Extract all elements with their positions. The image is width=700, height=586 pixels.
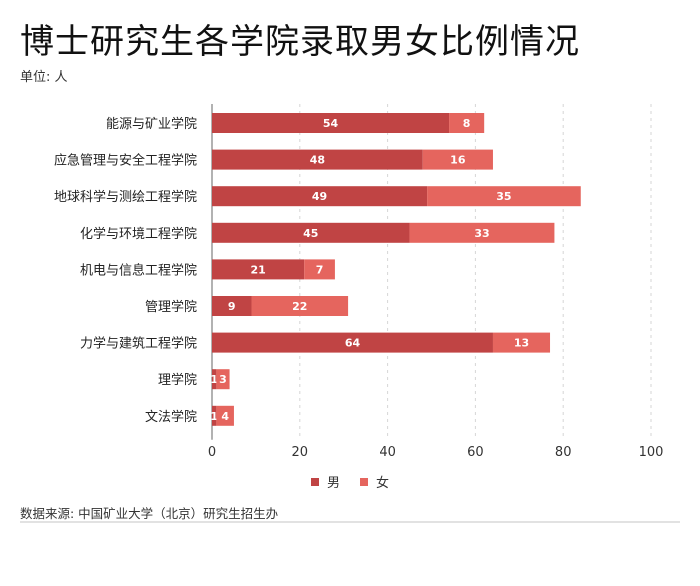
x-tick-label: 0: [208, 445, 216, 460]
x-tick-label: 100: [639, 445, 664, 460]
x-tick-label: 80: [555, 445, 572, 460]
source-note: 数据来源: 中国矿业大学（北京）研究生招生办: [20, 506, 279, 521]
bar-segment: [212, 149, 423, 170]
bar-segment: [492, 332, 551, 353]
data-label: 1: [210, 373, 218, 386]
bar-segment: [212, 405, 217, 426]
category-label: 地球科学与测绘工程学院: [54, 189, 197, 205]
data-label: 21: [250, 263, 265, 276]
data-label: 45: [303, 227, 318, 240]
legend-swatch: [310, 477, 319, 486]
data-label: 16: [450, 154, 466, 167]
data-label: 13: [514, 337, 529, 350]
bar-segment: [212, 113, 450, 133]
bar-segment: [449, 113, 485, 133]
bar-segment: [212, 369, 217, 390]
bottom-divider: [20, 521, 680, 523]
category-label: 能源与矿业学院: [106, 116, 197, 132]
category-label: 管理学院: [145, 299, 197, 315]
data-label: 49: [312, 190, 327, 203]
bar-segment: [422, 149, 493, 170]
data-label: 3: [219, 373, 227, 386]
legend-swatch: [360, 477, 368, 486]
bar-segment: [216, 405, 234, 426]
data-label: 48: [310, 154, 325, 167]
category-label: 文法学院: [145, 409, 197, 425]
category-label: 理学院: [158, 372, 197, 388]
data-label: 8: [463, 117, 471, 130]
category-label: 机电与信息工程学院: [80, 262, 197, 278]
category-labels: 能源与矿业学院应急管理与安全工程学院地球科学与测绘工程学院化学与环境工程学院机电…: [54, 116, 197, 425]
category-label: 力学与建筑工程学院: [80, 336, 197, 352]
data-label: 1: [210, 410, 218, 423]
bar-segment: [212, 222, 410, 243]
data-label: 35: [496, 190, 511, 203]
bar-segment: [212, 296, 252, 316]
legend-item: 男: [310, 472, 340, 491]
bar-segment: [251, 296, 349, 316]
chart-title: 博士研究生各学院录取男女比例情况: [20, 22, 580, 62]
legend-label: 男: [326, 476, 340, 491]
legend: 男女: [0, 472, 700, 491]
data-label: 4: [221, 410, 229, 423]
data-label: 7: [316, 263, 324, 276]
legend-label: 女: [376, 476, 390, 491]
data-label: 33: [474, 227, 489, 240]
data-label: 22: [292, 300, 307, 313]
x-tick-label: 60: [467, 445, 484, 460]
bar-segment: [304, 259, 335, 280]
bar-segment: [216, 369, 230, 390]
category-label: 化学与环境工程学院: [80, 226, 197, 242]
category-label: 应急管理与安全工程学院: [54, 153, 197, 169]
data-label: 54: [323, 117, 339, 130]
bar-segment: [212, 186, 428, 207]
x-tick-label: 20: [292, 445, 309, 460]
x-tick-label: 40: [379, 445, 396, 460]
unit-label: 单位: 人: [20, 70, 68, 85]
data-label: 64: [345, 337, 361, 350]
bar-segment: [409, 222, 555, 243]
bar-segment: [212, 259, 305, 280]
bar-segment: [212, 332, 493, 353]
legend-item: 女: [360, 472, 389, 491]
x-tick-labels: 0 20 40 60 80 100: [208, 445, 664, 460]
data-label: 9: [228, 300, 236, 313]
bar-segment: [427, 186, 581, 207]
